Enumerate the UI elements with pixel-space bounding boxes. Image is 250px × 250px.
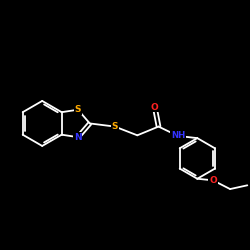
Text: S: S: [75, 105, 81, 114]
Text: O: O: [151, 103, 159, 112]
Text: S: S: [112, 122, 118, 131]
Text: O: O: [209, 176, 217, 185]
Text: NH: NH: [171, 132, 185, 140]
Text: N: N: [74, 133, 82, 142]
